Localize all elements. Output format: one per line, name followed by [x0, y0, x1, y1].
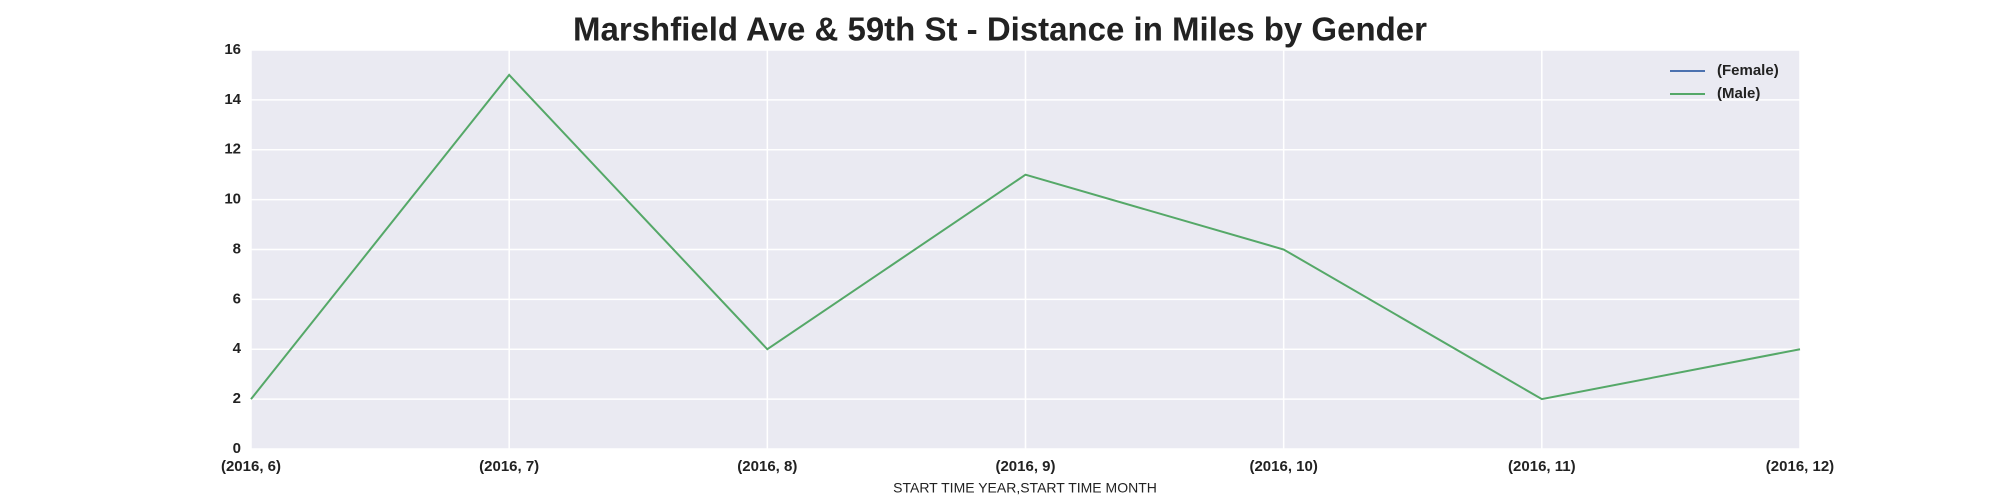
x-tick-label: (2016, 11): [1508, 458, 1576, 475]
x-tick-label: (2016, 6): [221, 458, 281, 475]
x-tick-label: (2016, 10): [1249, 458, 1317, 475]
y-tick-label: 0: [233, 440, 241, 457]
y-tick-label: 14: [224, 91, 241, 108]
y-tick-label: 8: [233, 240, 241, 257]
x-tick-label: (2016, 8): [737, 458, 797, 475]
x-tick-label: (2016, 12): [1766, 458, 1834, 475]
y-tick-label: 12: [224, 141, 241, 158]
x-axis-label: START TIME YEAR,START TIME MONTH: [893, 480, 1157, 496]
y-tick-label: 16: [224, 41, 241, 58]
y-tick-label: 4: [233, 340, 242, 357]
x-tick-label: (2016, 7): [479, 458, 539, 475]
y-tick-label: 6: [233, 290, 241, 307]
data-line: [250, 73, 1801, 401]
chart-title: Marshfield Ave & 59th St - Distance in M…: [573, 11, 1427, 48]
y-tick-label: 10: [224, 191, 241, 208]
legend-label: (Male): [1717, 85, 1760, 102]
y-tick-label: 2: [233, 390, 241, 407]
x-tick-label: (2016, 9): [995, 458, 1055, 475]
legend-label: (Female): [1717, 62, 1779, 79]
